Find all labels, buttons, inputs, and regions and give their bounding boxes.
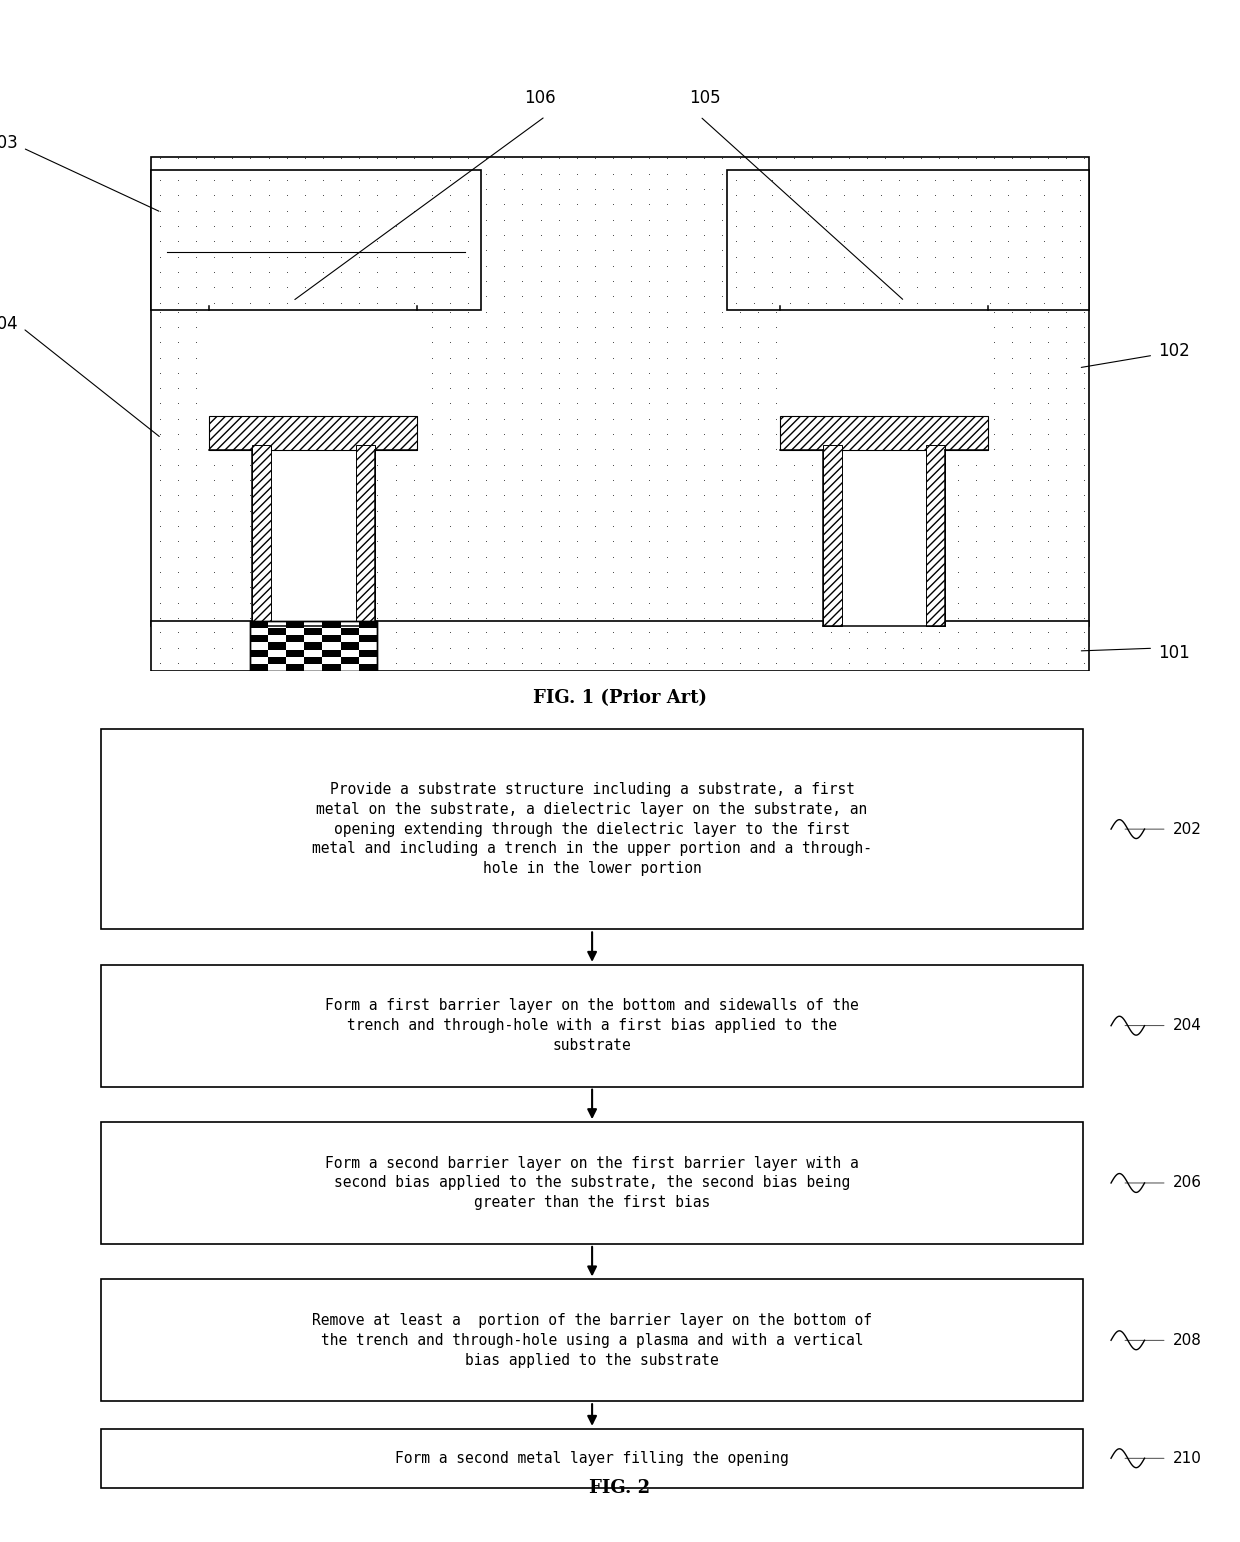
- Bar: [268, 628, 286, 635]
- Bar: [250, 649, 268, 657]
- Bar: [304, 628, 322, 635]
- Bar: [286, 663, 304, 671]
- Text: Form a second metal layer filling the opening: Form a second metal layer filling the op…: [396, 1451, 789, 1466]
- Bar: [304, 657, 322, 663]
- Bar: [727, 171, 1089, 310]
- Text: Form a first barrier layer on the bottom and sidewalls of the
trench and through: Form a first barrier layer on the bottom…: [325, 998, 859, 1053]
- Bar: [151, 157, 1089, 626]
- Bar: [780, 305, 988, 450]
- Bar: [822, 446, 842, 626]
- Text: FIG. 2: FIG. 2: [589, 1479, 651, 1497]
- Bar: [252, 446, 272, 626]
- Bar: [358, 621, 377, 628]
- Bar: [286, 649, 304, 657]
- Bar: [102, 1429, 1084, 1488]
- Text: 103: 103: [0, 134, 17, 153]
- Bar: [286, 621, 304, 628]
- Bar: [250, 621, 377, 671]
- Bar: [356, 446, 374, 626]
- Bar: [822, 446, 945, 626]
- Bar: [210, 416, 418, 450]
- Text: Remove at least a  portion of the barrier layer on the bottom of
the trench and : Remove at least a portion of the barrier…: [312, 1312, 872, 1368]
- Bar: [286, 635, 304, 643]
- Text: Provide a substrate structure including a substrate, a first
metal on the substr: Provide a substrate structure including …: [312, 782, 872, 876]
- Bar: [102, 729, 1084, 930]
- Bar: [322, 621, 341, 628]
- Bar: [102, 1123, 1084, 1244]
- Text: 210: 210: [1173, 1451, 1202, 1466]
- Bar: [322, 663, 341, 671]
- Text: 105: 105: [689, 89, 722, 108]
- Bar: [250, 621, 268, 628]
- Bar: [102, 965, 1084, 1087]
- Bar: [268, 657, 286, 663]
- Bar: [250, 621, 377, 671]
- Text: 204: 204: [1173, 1018, 1202, 1033]
- Bar: [341, 628, 358, 635]
- Bar: [322, 649, 341, 657]
- Bar: [358, 635, 377, 643]
- Bar: [358, 649, 377, 657]
- Bar: [102, 1280, 1084, 1402]
- Text: 101: 101: [1158, 643, 1190, 662]
- Text: 206: 206: [1173, 1175, 1202, 1190]
- Bar: [358, 663, 377, 671]
- Bar: [151, 621, 1089, 671]
- Bar: [341, 657, 358, 663]
- Text: 202: 202: [1173, 822, 1202, 837]
- Text: FIG. 1 (Prior Art): FIG. 1 (Prior Art): [533, 689, 707, 708]
- Bar: [252, 446, 374, 626]
- Bar: [268, 643, 286, 649]
- Bar: [304, 643, 322, 649]
- Bar: [151, 171, 481, 310]
- Bar: [210, 305, 418, 450]
- Bar: [780, 416, 988, 450]
- Text: 102: 102: [1158, 342, 1190, 359]
- Text: 104: 104: [0, 315, 17, 333]
- Bar: [926, 446, 945, 626]
- Text: 106: 106: [525, 89, 556, 108]
- Bar: [341, 643, 358, 649]
- Bar: [250, 663, 268, 671]
- Bar: [322, 635, 341, 643]
- Text: 208: 208: [1173, 1332, 1202, 1348]
- Bar: [250, 635, 268, 643]
- Text: Form a second barrier layer on the first barrier layer with a
second bias applie: Form a second barrier layer on the first…: [325, 1155, 859, 1210]
